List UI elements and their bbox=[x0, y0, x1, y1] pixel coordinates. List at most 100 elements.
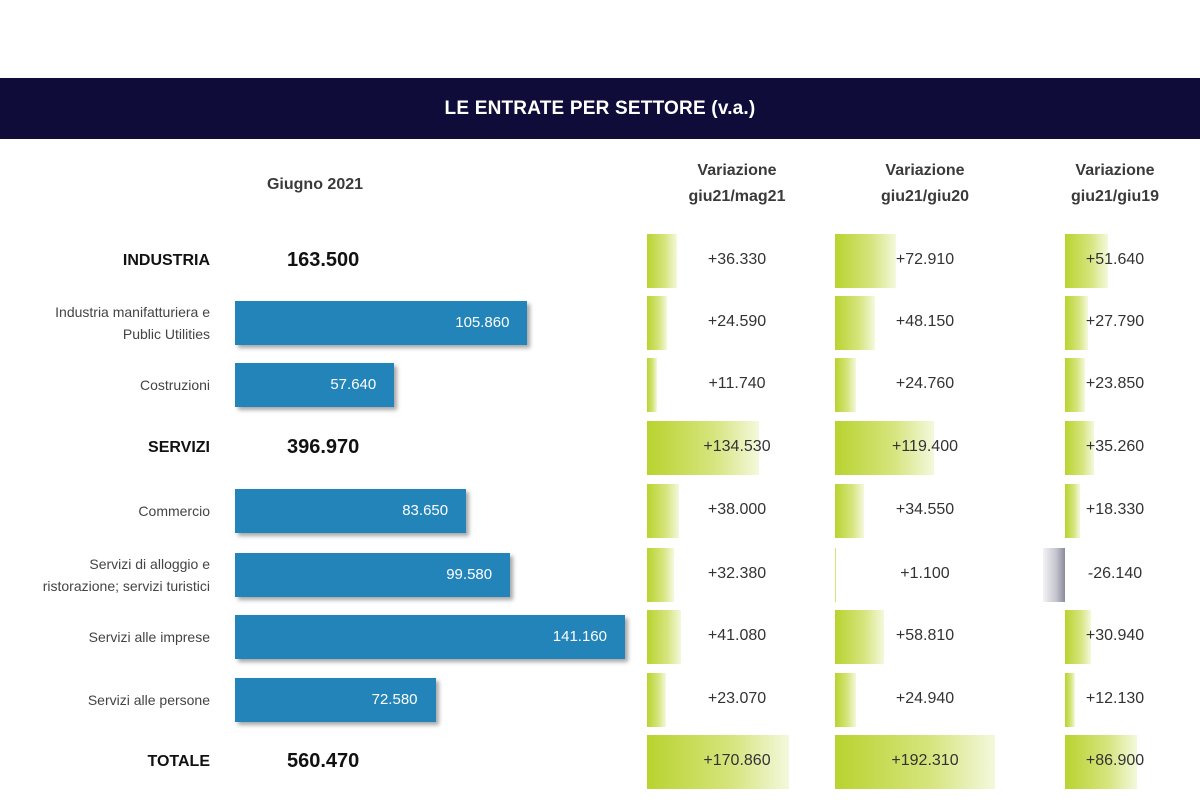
header-variation-month-line2: giu21/mag21 bbox=[688, 188, 786, 205]
variation-value: +23.850 bbox=[1085, 375, 1145, 392]
variation-value: +36.330 bbox=[707, 251, 767, 268]
variation-bar bbox=[647, 610, 682, 664]
variation-value: +24.940 bbox=[895, 690, 955, 707]
bar-value-label: 83.650 bbox=[402, 502, 449, 519]
variation-value: +12.130 bbox=[1085, 690, 1145, 707]
row-label-line: Servizi alle persone bbox=[87, 692, 210, 708]
variation-value: +32.380 bbox=[707, 565, 767, 582]
row-label-line: Commercio bbox=[138, 503, 210, 519]
row-label-line: TOTALE bbox=[147, 753, 210, 770]
value-bar bbox=[235, 363, 395, 407]
row-label-servizi-alle-persone: Servizi alle persone bbox=[88, 689, 210, 711]
row-label-line: SERVIZI bbox=[148, 439, 210, 456]
variation-value: +48.150 bbox=[895, 313, 955, 330]
variation-bar bbox=[1065, 673, 1076, 727]
variation-bar bbox=[1065, 234, 1108, 288]
value-bar bbox=[235, 489, 467, 533]
variation-bar bbox=[835, 484, 864, 538]
variation-bar bbox=[835, 673, 856, 727]
value-bar bbox=[235, 301, 528, 345]
variation-bar bbox=[835, 358, 856, 412]
variation-bar bbox=[835, 610, 884, 664]
chart-title: LE ENTRATE PER SETTORE (v.a.) bbox=[444, 97, 756, 119]
row-total-value: 560.470 bbox=[287, 750, 360, 772]
value-bar bbox=[235, 678, 436, 722]
variation-value: +192.310 bbox=[891, 752, 959, 769]
row-total-value: 396.970 bbox=[287, 436, 360, 458]
variation-value: +72.910 bbox=[895, 251, 955, 268]
variation-bar bbox=[1065, 421, 1095, 475]
variation-value: +38.000 bbox=[707, 501, 767, 518]
variation-bar bbox=[647, 234, 678, 288]
variation-bar bbox=[835, 735, 995, 789]
header-variation-2019: Variazione giu21/giu19 bbox=[1025, 158, 1200, 210]
variation-bar bbox=[835, 548, 836, 602]
variation-bar bbox=[835, 421, 935, 475]
variation-bar bbox=[1065, 358, 1085, 412]
variation-value: +41.080 bbox=[707, 627, 767, 644]
value-bar bbox=[235, 615, 625, 659]
bar-value-label: 57.640 bbox=[330, 376, 377, 393]
variation-bar bbox=[1065, 610, 1091, 664]
variation-value: +1.100 bbox=[900, 565, 950, 582]
row-label-line: ristorazione; servizi turistici bbox=[42, 578, 210, 594]
row-label-costruzioni: Costruzioni bbox=[140, 374, 210, 396]
row-label-servizi: SERVIZI bbox=[148, 437, 210, 459]
variation-value: +58.810 bbox=[895, 627, 955, 644]
variation-value: +134.530 bbox=[703, 438, 771, 455]
row-label-line: Costruzioni bbox=[139, 377, 210, 393]
row-label-line: Public Utilities bbox=[122, 326, 210, 342]
variation-bar bbox=[1043, 548, 1065, 602]
value-bar bbox=[235, 553, 511, 597]
row-label-line: Industria manifatturiera e bbox=[55, 304, 210, 320]
header-variation-month-line1: Variazione bbox=[697, 162, 777, 179]
variation-value: +24.760 bbox=[895, 375, 955, 392]
variation-bar bbox=[647, 673, 667, 727]
variation-bar bbox=[647, 358, 657, 412]
row-label-commercio: Commercio bbox=[138, 500, 210, 522]
variation-bar bbox=[647, 421, 759, 475]
variation-value: +170.860 bbox=[703, 752, 771, 769]
variation-value: +24.590 bbox=[707, 313, 767, 330]
header-variation-2019-line2: giu21/giu19 bbox=[1070, 188, 1160, 205]
header-variation-year-line2: giu21/giu20 bbox=[880, 188, 970, 205]
variation-value: +11.740 bbox=[708, 375, 766, 392]
variation-value: +119.400 bbox=[892, 438, 958, 455]
variation-bar bbox=[1065, 735, 1138, 789]
bar-value-label: 72.580 bbox=[371, 691, 418, 708]
header-variation-month: Variazione giu21/mag21 bbox=[647, 158, 827, 210]
row-label-servizi-di-alloggio-e-ristorazione-servizi-turistici: Servizi di alloggio e ristorazione; servi… bbox=[43, 553, 210, 597]
variation-value: +86.900 bbox=[1085, 752, 1145, 769]
variation-bar bbox=[835, 296, 876, 350]
variation-value: +51.640 bbox=[1085, 251, 1145, 268]
header-variation-year-line1: Variazione bbox=[885, 162, 965, 179]
header-month: Giugno 2021 bbox=[266, 176, 364, 193]
variation-value: +27.790 bbox=[1085, 313, 1145, 330]
title-bar: LE ENTRATE PER SETTORE (v.a.) bbox=[0, 78, 1200, 139]
header-variation-year: Variazione giu21/giu20 bbox=[835, 158, 1015, 210]
row-label-servizi-alle-imprese: Servizi alle imprese bbox=[89, 626, 210, 648]
variation-bar bbox=[647, 548, 674, 602]
row-label-industria-manifatturiera-e-public-utilities: Industria manifatturiera e Public Utiliti… bbox=[55, 301, 210, 345]
variation-bar bbox=[647, 296, 668, 350]
variation-value: +30.940 bbox=[1085, 627, 1145, 644]
variation-value: +18.330 bbox=[1085, 501, 1145, 518]
row-label-line: INDUSTRIA bbox=[122, 252, 210, 269]
variation-value: +23.070 bbox=[707, 690, 767, 707]
row-total-value: 163.500 bbox=[287, 249, 360, 271]
variation-value: +35.260 bbox=[1085, 438, 1145, 455]
row-label-totale: TOTALE bbox=[147, 751, 210, 773]
bar-value-label: 99.580 bbox=[446, 566, 493, 583]
variation-bar bbox=[835, 234, 896, 288]
variation-value: +34.550 bbox=[895, 501, 955, 518]
row-label-line: Servizi di alloggio e bbox=[89, 556, 210, 572]
variation-bar bbox=[647, 735, 789, 789]
variation-bar bbox=[1065, 296, 1089, 350]
variation-bar bbox=[647, 484, 679, 538]
header-variation-2019-line1: Variazione bbox=[1075, 162, 1155, 179]
row-label-line: Servizi alle imprese bbox=[88, 629, 210, 645]
bar-value-label: 141.160 bbox=[552, 628, 607, 645]
variation-bar bbox=[1065, 484, 1081, 538]
variation-value: -26.140 bbox=[1087, 565, 1143, 582]
bar-value-label: 105.860 bbox=[455, 314, 510, 331]
